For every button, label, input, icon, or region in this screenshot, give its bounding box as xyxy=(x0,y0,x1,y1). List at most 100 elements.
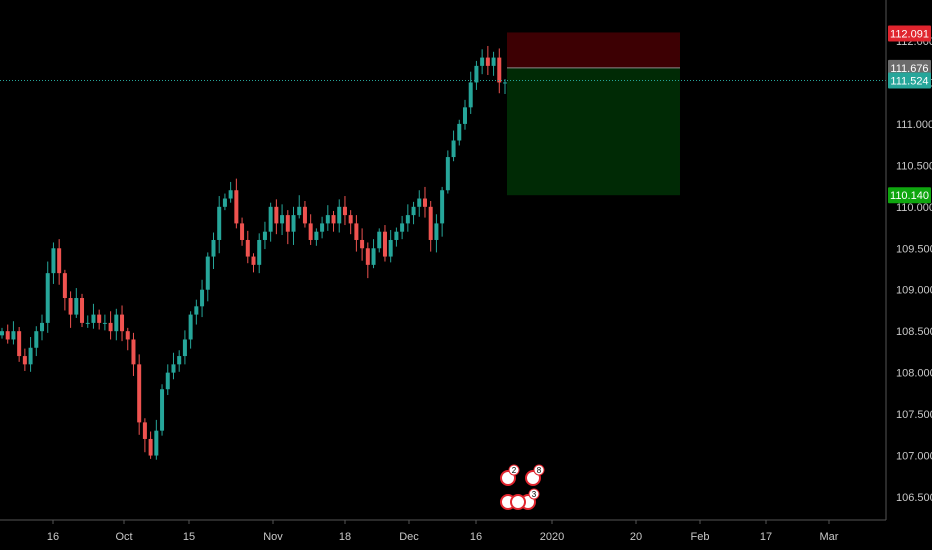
candle xyxy=(245,230,250,264)
candle xyxy=(388,230,393,263)
candle xyxy=(428,201,433,252)
time-tick-label: 16 xyxy=(470,531,482,543)
candle xyxy=(468,71,473,114)
candle xyxy=(0,327,4,339)
candle xyxy=(62,269,67,311)
candle xyxy=(462,99,467,130)
candle xyxy=(188,311,193,349)
entry-price-tag: 111.676 xyxy=(888,59,931,76)
candle xyxy=(337,199,342,233)
price-tick-label: 108.000 xyxy=(896,368,932,380)
candle xyxy=(457,119,462,146)
price-tick-label: 110.000 xyxy=(896,202,932,214)
candle xyxy=(97,309,102,330)
candle xyxy=(28,336,33,372)
candle xyxy=(205,252,210,302)
candle xyxy=(417,190,422,217)
event-marker-badge: 2 xyxy=(512,466,517,475)
candle xyxy=(217,196,222,254)
candle xyxy=(5,324,10,344)
candle xyxy=(314,228,319,246)
candle xyxy=(411,201,416,225)
time-tick-label: Oct xyxy=(115,531,132,543)
candle xyxy=(297,195,302,219)
candle xyxy=(365,242,370,279)
candle xyxy=(51,242,56,284)
candle xyxy=(68,291,73,328)
price-tick-label: 107.000 xyxy=(896,451,932,463)
candle xyxy=(57,239,62,285)
candle xyxy=(491,51,496,76)
time-tick-label: Dec xyxy=(399,531,419,543)
time-tick-label: Nov xyxy=(263,531,283,543)
time-tick-label: Mar xyxy=(820,531,839,543)
price-tick-label: 110.500 xyxy=(896,160,932,172)
candle xyxy=(474,60,479,90)
time-tick-label: 2020 xyxy=(540,531,564,543)
candle xyxy=(154,419,159,460)
current-price-label: 111.524 xyxy=(890,75,928,87)
candle xyxy=(222,193,227,211)
candle xyxy=(137,354,142,435)
candle xyxy=(320,216,325,239)
candle xyxy=(445,150,450,194)
candle xyxy=(262,221,267,250)
entry-price-label: 111.676 xyxy=(890,63,928,75)
price-axis[interactable]: 106.500 107.000 107.500 108.000 108.500 109.0… xyxy=(896,36,932,504)
candle xyxy=(485,45,490,75)
event-marker[interactable]: 8 xyxy=(525,464,545,486)
target-price-label: 110.140 xyxy=(890,190,929,202)
candle xyxy=(177,350,182,372)
candle xyxy=(405,204,410,232)
candle xyxy=(108,311,113,340)
price-tick-label: 109.500 xyxy=(896,243,932,255)
candle xyxy=(480,49,485,75)
candle xyxy=(451,130,456,162)
stop-price-label: 112.091 xyxy=(890,28,929,40)
event-marker[interactable]: 2 xyxy=(500,464,520,486)
price-tick-label: 111.000 xyxy=(896,119,932,131)
candle xyxy=(268,202,273,242)
event-marker-badge: 3 xyxy=(532,490,537,499)
current-price-tag: 111.524 xyxy=(888,72,931,89)
candle xyxy=(325,205,330,231)
stop-loss-zone[interactable] xyxy=(507,32,680,68)
candle xyxy=(302,201,307,228)
candle xyxy=(497,48,502,94)
candle xyxy=(291,206,296,245)
short-position-tool[interactable] xyxy=(507,32,680,196)
candle xyxy=(22,348,27,371)
candle xyxy=(503,79,507,95)
candle xyxy=(45,261,50,333)
stop-price-tag: 112.091 xyxy=(888,25,931,42)
candle xyxy=(11,321,16,345)
candle xyxy=(74,288,79,318)
target-price-tag: 110.140 xyxy=(888,187,931,204)
candle xyxy=(85,315,90,328)
candle xyxy=(234,178,239,229)
candle xyxy=(142,418,147,453)
candle xyxy=(360,228,365,261)
candle xyxy=(240,217,245,246)
event-markers[interactable]: 2 8 3 xyxy=(500,464,545,510)
candle xyxy=(331,210,336,232)
candle xyxy=(257,233,262,274)
candles xyxy=(0,45,507,460)
candle xyxy=(80,293,85,328)
candle xyxy=(211,232,216,269)
candle xyxy=(200,279,205,318)
time-axis[interactable]: 16 Oct 15 Nov 18 Dec 16 2020 20 Feb 17 Mar xyxy=(47,520,839,543)
event-marker-icon[interactable] xyxy=(510,494,526,510)
candle xyxy=(17,327,22,362)
take-profit-zone[interactable] xyxy=(507,67,680,196)
candle xyxy=(394,227,399,247)
candle xyxy=(308,214,313,245)
candle xyxy=(440,186,445,237)
candle xyxy=(251,253,256,273)
candle xyxy=(165,364,170,396)
candle xyxy=(348,210,353,235)
time-tick-label: 20 xyxy=(630,531,642,543)
candle xyxy=(91,303,96,329)
